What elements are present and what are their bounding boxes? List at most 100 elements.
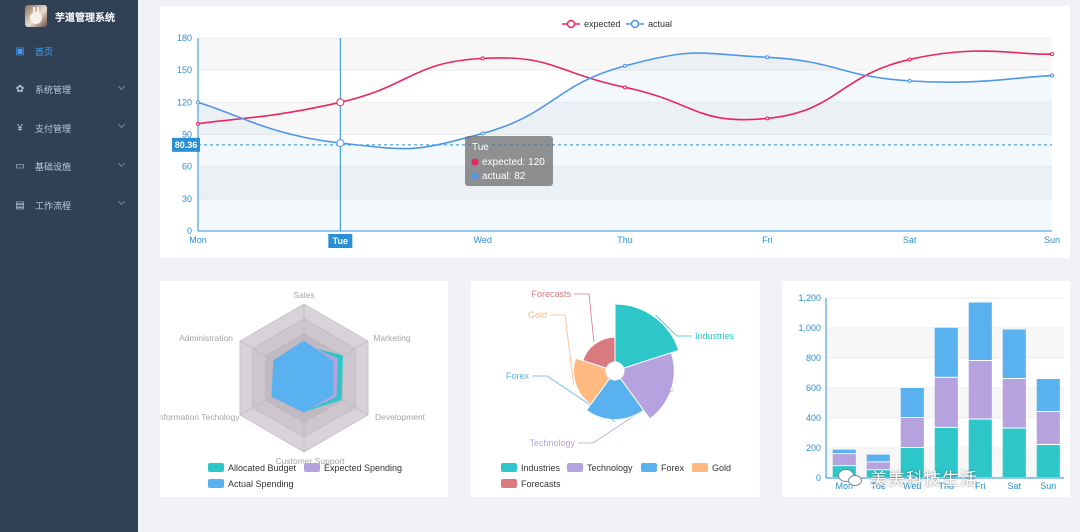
bar-Tue-1[interactable] (866, 462, 890, 470)
line-chart[interactable]: 0 30 60 90 120 150 180 Mon Wed Thu Fri Sat Sun 80.36 T… (160, 6, 1070, 258)
legend-swatch (304, 463, 320, 472)
bar-Mon-1[interactable] (832, 454, 856, 466)
radar-chart[interactable]: Sales Marketing Development Customer Suppor… (160, 281, 448, 497)
point-expected[interactable] (907, 57, 912, 62)
point-actual[interactable] (480, 131, 485, 136)
rose-label-line (655, 314, 692, 337)
point-expected[interactable] (765, 116, 770, 121)
bar-Thu-2[interactable] (934, 327, 958, 377)
gear-icon: ✿ (15, 84, 25, 96)
tooltip-line: expected: 120 (482, 157, 545, 168)
y-tick-label: 90 (182, 130, 192, 140)
y-tick-label: 1,000 (798, 323, 821, 333)
sidebar-item-1[interactable]: ✿ 系统管理 (0, 71, 138, 110)
crosshair-y-label: 80.36 (175, 140, 198, 150)
sidebar-item-0[interactable]: ▣ 首页 (0, 32, 138, 71)
bar-Sun-0[interactable] (1036, 445, 1060, 477)
sidebar-item-3[interactable]: ▭ 基础设施 (0, 148, 138, 187)
bar-Sat-0[interactable] (1002, 428, 1026, 478)
rose-slice-0[interactable] (614, 303, 680, 369)
bar-Wed-0[interactable] (900, 448, 924, 477)
bar-chart[interactable]: 0 200 400 600 800 1,000 1,200 Mon Tue Wed Thu Fri Sa… (782, 281, 1070, 497)
rose-chart[interactable]: Industries Technology Forex Gold Forecasts In… (471, 281, 760, 497)
rose-slice-label: Forex (506, 371, 530, 381)
point-expected[interactable] (623, 85, 627, 90)
actual-area (198, 53, 1052, 231)
x-tick-label: Thu (939, 481, 955, 491)
point-actual[interactable] (336, 139, 345, 148)
point-expected[interactable] (336, 98, 345, 107)
crosshair-x-badge (328, 234, 353, 248)
y-tick-label: 180 (177, 33, 192, 43)
watermark: 美美科技生活 (838, 465, 978, 490)
x-tick-label: Sun (1040, 481, 1056, 491)
point-expected[interactable] (480, 56, 485, 61)
legend-marker (566, 19, 576, 29)
radar-chart-card: Sales Marketing Development Customer Suppor… (160, 281, 448, 497)
tooltip-marker (471, 172, 479, 180)
legend-label: expected (584, 19, 621, 29)
sidebar-item-2[interactable]: ¥ 支付管理 (0, 109, 138, 148)
tooltip (465, 136, 553, 186)
bar-Tue-2[interactable] (866, 454, 890, 462)
point-expected[interactable] (196, 121, 200, 126)
bar-Fri-0[interactable] (968, 419, 992, 478)
radar-series-2[interactable] (271, 340, 334, 413)
point-actual[interactable] (196, 100, 200, 105)
point-actual[interactable] (765, 55, 770, 60)
rose-slice-label: Industries (695, 331, 735, 341)
rose-hole (606, 362, 624, 380)
bar-Wed-1[interactable] (900, 418, 924, 447)
bar-Thu-1[interactable] (934, 377, 958, 427)
rose-chart-card: Industries Technology Forex Gold Forecasts In… (471, 281, 760, 497)
bar-Fri-1[interactable] (968, 361, 992, 419)
bar-Wed-2[interactable] (900, 388, 924, 417)
tooltip-title: Tue (472, 142, 489, 153)
rose-slice-label: Gold (528, 310, 547, 320)
chevron-down-icon[interactable] (117, 159, 126, 167)
bar-Mon-2[interactable] (832, 449, 856, 454)
legend-marker (630, 19, 640, 29)
legend-label: Expected Spending (324, 463, 402, 473)
x-tick-label: Fri (975, 481, 986, 491)
bar-Sun-2[interactable] (1036, 379, 1060, 411)
sidebar-item-label: 支付管理 (35, 123, 72, 134)
y-tick-label: 800 (806, 353, 821, 363)
rose-label-line (578, 389, 674, 444)
legend-swatch (501, 479, 517, 488)
point-actual[interactable] (907, 78, 912, 83)
y-tick-label: 30 (182, 194, 192, 204)
bar-Thu-0[interactable] (934, 427, 958, 477)
crosshair-x-label: Tue (333, 236, 348, 246)
bar-Sat-2[interactable] (1002, 329, 1026, 379)
wechat-icon (838, 467, 864, 489)
point-expected[interactable] (1050, 52, 1054, 57)
y-tick-label: 200 (806, 443, 821, 453)
dashboard-icon: ▣ (15, 45, 25, 57)
rose-label-line (574, 293, 595, 342)
chevron-down-icon[interactable] (117, 197, 126, 206)
chevron-down-icon[interactable] (117, 82, 126, 90)
radar-indicator-label: Administration (179, 333, 233, 343)
point-actual[interactable] (1050, 73, 1054, 78)
legend-label: Forex (661, 463, 685, 473)
tooltip-marker (471, 158, 479, 166)
bar-Sat-1[interactable] (1002, 379, 1026, 428)
brand[interactable]: 芋道管理系统 (0, 0, 138, 32)
sidebar-item-4[interactable]: ▤ 工作流程 (0, 186, 138, 225)
x-tick-label: Wed (473, 235, 491, 245)
watermark-text: 美美科技生活 (870, 470, 978, 489)
bar-Tue-0[interactable] (866, 470, 890, 477)
sidebar-menu: ▣ 首页 ✿ 系统管理 ¥ 支付管理 ▭ 基础设施 ▤ 工作流程 (0, 32, 138, 225)
x-tick-label: Thu (617, 235, 633, 245)
chevron-down-icon[interactable] (117, 120, 126, 129)
bar-Sun-1[interactable] (1036, 412, 1060, 444)
app-title: 芋道管理系统 (55, 12, 115, 24)
tooltip-line: actual: 82 (482, 171, 526, 182)
y-tick-label: 120 (177, 97, 192, 107)
legend-label: Industries (521, 463, 561, 473)
x-tick-label: Mon (836, 481, 854, 491)
bar-Fri-2[interactable] (968, 302, 992, 361)
sidebar: 芋道管理系统 ▣ 首页 ✿ 系统管理 ¥ 支付管理 ▭ 基础设施 ▤ 工作流程 (0, 0, 138, 532)
point-actual[interactable] (623, 63, 627, 68)
